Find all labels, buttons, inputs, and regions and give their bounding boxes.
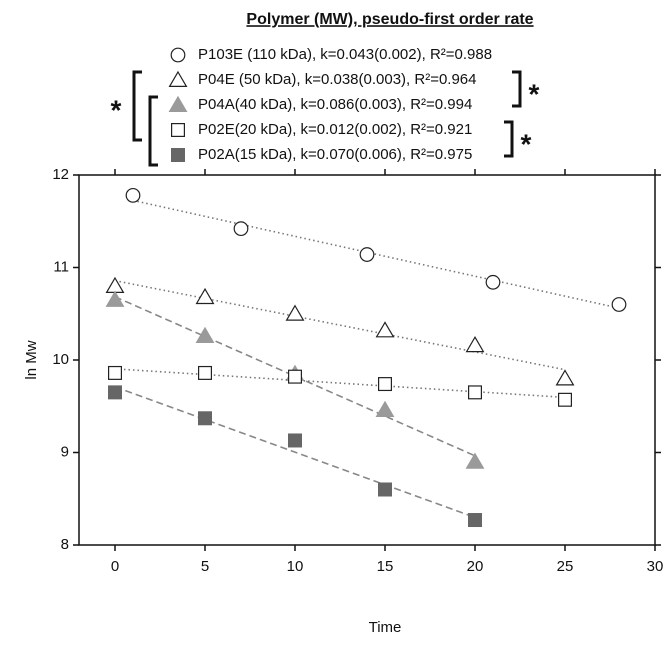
- annotation: *: [529, 78, 540, 109]
- bracket: [504, 120, 514, 158]
- marker: [105, 276, 125, 293]
- y-tick-label: 11: [53, 258, 69, 275]
- legend-label: P103E (110 kDa), k=0.043(0.002), R²=0.98…: [198, 46, 492, 63]
- marker: [288, 369, 303, 384]
- bracket: [132, 70, 142, 142]
- trend-line: [132, 199, 620, 309]
- marker: [125, 187, 141, 203]
- marker: [359, 247, 375, 262]
- marker: [168, 95, 188, 112]
- marker: [485, 274, 501, 290]
- marker: [195, 326, 215, 343]
- x-tick-label: 30: [647, 558, 664, 575]
- trend-line: [114, 368, 566, 399]
- marker: [465, 452, 485, 469]
- marker: [288, 433, 303, 448]
- x-tick-label: 5: [201, 558, 209, 575]
- legend-label: P04A(40 kDa), k=0.086(0.003), R²=0.994: [198, 96, 472, 113]
- marker: [198, 411, 213, 426]
- marker: [233, 221, 249, 237]
- marker: [171, 122, 186, 137]
- marker: [555, 369, 575, 386]
- x-tick-label: 0: [111, 558, 119, 575]
- marker: [171, 148, 186, 163]
- marker: [465, 336, 485, 353]
- marker: [378, 482, 393, 497]
- marker: [557, 392, 572, 407]
- legend-label: P02A(15 kDa), k=0.070(0.006), R²=0.975: [198, 146, 472, 163]
- plot-frame: [78, 174, 656, 546]
- x-tick-label: 20: [467, 558, 484, 575]
- legend-title: Polymer (MW), pseudo-first order rate: [246, 11, 533, 28]
- marker: [170, 47, 186, 63]
- marker: [468, 513, 483, 528]
- marker: [105, 290, 125, 307]
- marker: [107, 365, 122, 380]
- y-tick-label: 9: [61, 443, 69, 460]
- marker: [378, 377, 393, 392]
- x-axis-label: Time: [369, 619, 402, 636]
- x-tick-label: 25: [557, 558, 574, 575]
- marker: [468, 385, 483, 400]
- marker: [107, 385, 122, 400]
- bracket: [148, 95, 158, 167]
- y-tick-label: 12: [52, 166, 69, 183]
- annotation: *: [111, 94, 122, 125]
- marker: [198, 365, 213, 380]
- y-axis-label: ln Mw: [23, 340, 40, 379]
- legend-label: P02E(20 kDa), k=0.012(0.002), R²=0.921: [198, 121, 472, 138]
- y-tick-label: 8: [61, 536, 69, 553]
- marker: [611, 297, 627, 312]
- x-tick-label: 10: [287, 558, 304, 575]
- marker: [375, 400, 395, 417]
- marker: [168, 70, 188, 87]
- marker: [375, 321, 395, 338]
- y-tick-label: 10: [52, 351, 69, 368]
- annotation: *: [521, 128, 532, 159]
- trend-line: [114, 279, 566, 371]
- legend-label: P04E (50 kDa), k=0.038(0.003), R²=0.964: [198, 71, 477, 88]
- bracket: [512, 70, 522, 108]
- trend-line: [114, 386, 476, 519]
- marker: [285, 304, 305, 321]
- marker: [195, 287, 215, 305]
- x-tick-label: 15: [377, 558, 394, 575]
